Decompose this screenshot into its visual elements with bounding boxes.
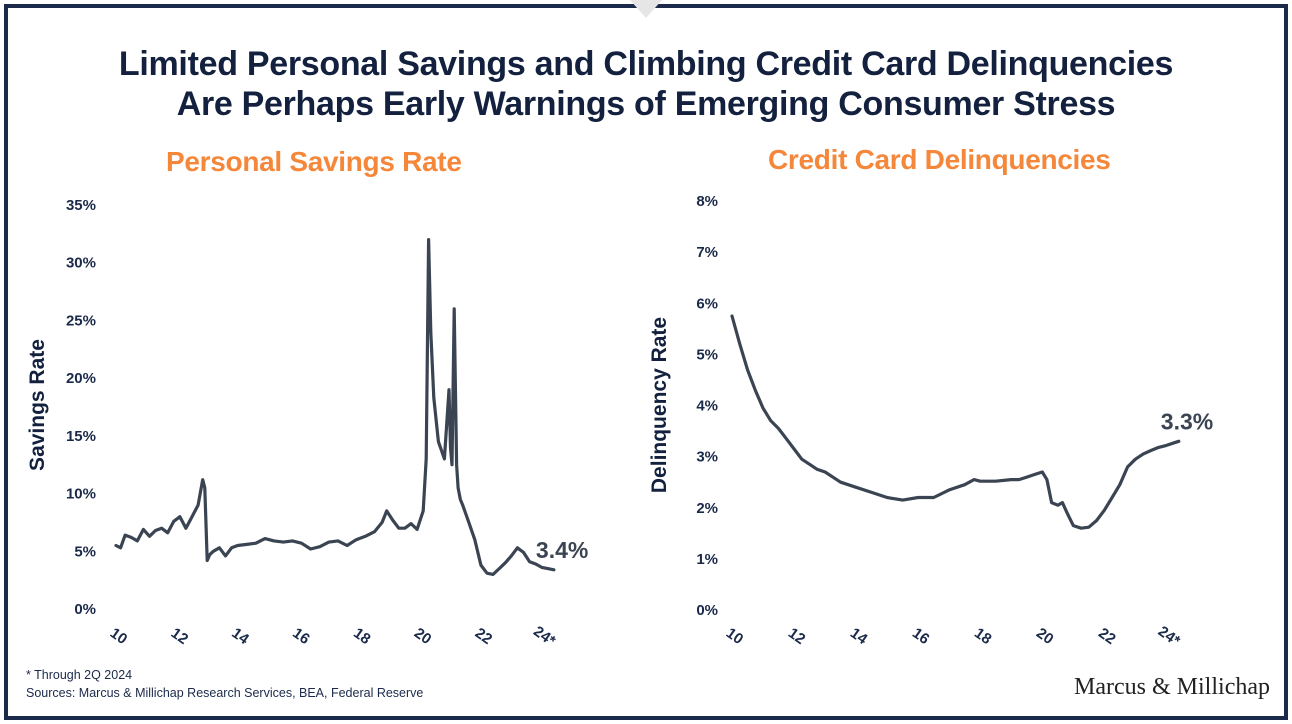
savings-y-tick-label: 30% [66, 255, 96, 272]
savings-x-tick-label: 24* [530, 623, 558, 650]
savings-chart-title: Personal Savings Rate [166, 146, 462, 177]
savings-end-value-label: 3.4% [536, 537, 588, 563]
savings-y-tick-label: 35% [66, 197, 96, 214]
savings-x-tick-label: 16 [289, 625, 312, 648]
delinquency-x-tick-label: 18 [971, 625, 994, 648]
delinquency-x-tick-label: 14 [847, 625, 871, 649]
delinquency-y-tick-label: 5% [696, 346, 718, 363]
savings-x-tick-label: 22 [472, 625, 495, 648]
chart-frame [4, 4, 1288, 720]
savings-y-axis-title: Savings Rate [26, 339, 49, 471]
delinquency-x-tick-label: 12 [785, 625, 808, 648]
savings-x-tick-label: 14 [229, 625, 253, 649]
savings-y-tick-label: 15% [66, 428, 96, 445]
marcus-millichap-logo: Marcus & Millichap [1074, 674, 1270, 700]
savings-y-tick-label: 5% [74, 543, 96, 560]
delinquency-x-tick-label: 22 [1095, 625, 1118, 648]
delinquency-y-tick-label: 1% [696, 551, 718, 568]
sources-note: Sources: Marcus & Millichap Research Ser… [26, 686, 424, 700]
delinquency-y-tick-label: 7% [696, 244, 718, 261]
main-title: Limited Personal Savings and Climbing Cr… [0, 44, 1292, 124]
top-notch [630, 0, 662, 18]
savings-x-tick-label: 20 [411, 625, 434, 648]
delinquency-y-tick-label: 4% [696, 398, 718, 415]
delinquency-x-tick-label: 20 [1033, 625, 1056, 648]
savings-y-tick-label: 10% [66, 486, 96, 503]
delinquency-x-tick-label: 16 [909, 625, 932, 648]
delinquency-y-tick-label: 6% [696, 295, 718, 312]
footnote: * Through 2Q 2024 [26, 668, 133, 682]
delinquency-y-tick-label: 3% [696, 449, 718, 466]
delinquency-x-tick-label: 10 [723, 625, 746, 648]
delinquency-x-tick-label: 24* [1155, 623, 1183, 650]
main-title-line-2: Are Perhaps Early Warnings of Emerging C… [176, 85, 1116, 123]
main-title-line-1: Limited Personal Savings and Climbing Cr… [118, 45, 1174, 83]
savings-y-tick-label: 25% [66, 312, 96, 329]
savings-series-line [114, 238, 556, 576]
savings-y-tick-label: 0% [74, 601, 96, 618]
savings-x-tick-label: 18 [350, 625, 373, 648]
delinquency-end-value-label: 3.3% [1161, 408, 1213, 434]
delinquency-y-tick-label: 2% [696, 500, 718, 517]
delinquency-chart-title: Credit Card Delinquencies [768, 144, 1111, 175]
delinquency-y-axis-title: Delinquency Rate [648, 317, 671, 493]
delinquency-y-tick-label: 0% [696, 602, 718, 619]
delinquency-y-tick-label: 8% [696, 193, 718, 210]
savings-x-tick-label: 12 [168, 625, 191, 648]
savings-x-tick-label: 10 [107, 625, 130, 648]
delinquency-series-line [730, 314, 1181, 530]
savings-y-tick-label: 20% [66, 370, 96, 387]
